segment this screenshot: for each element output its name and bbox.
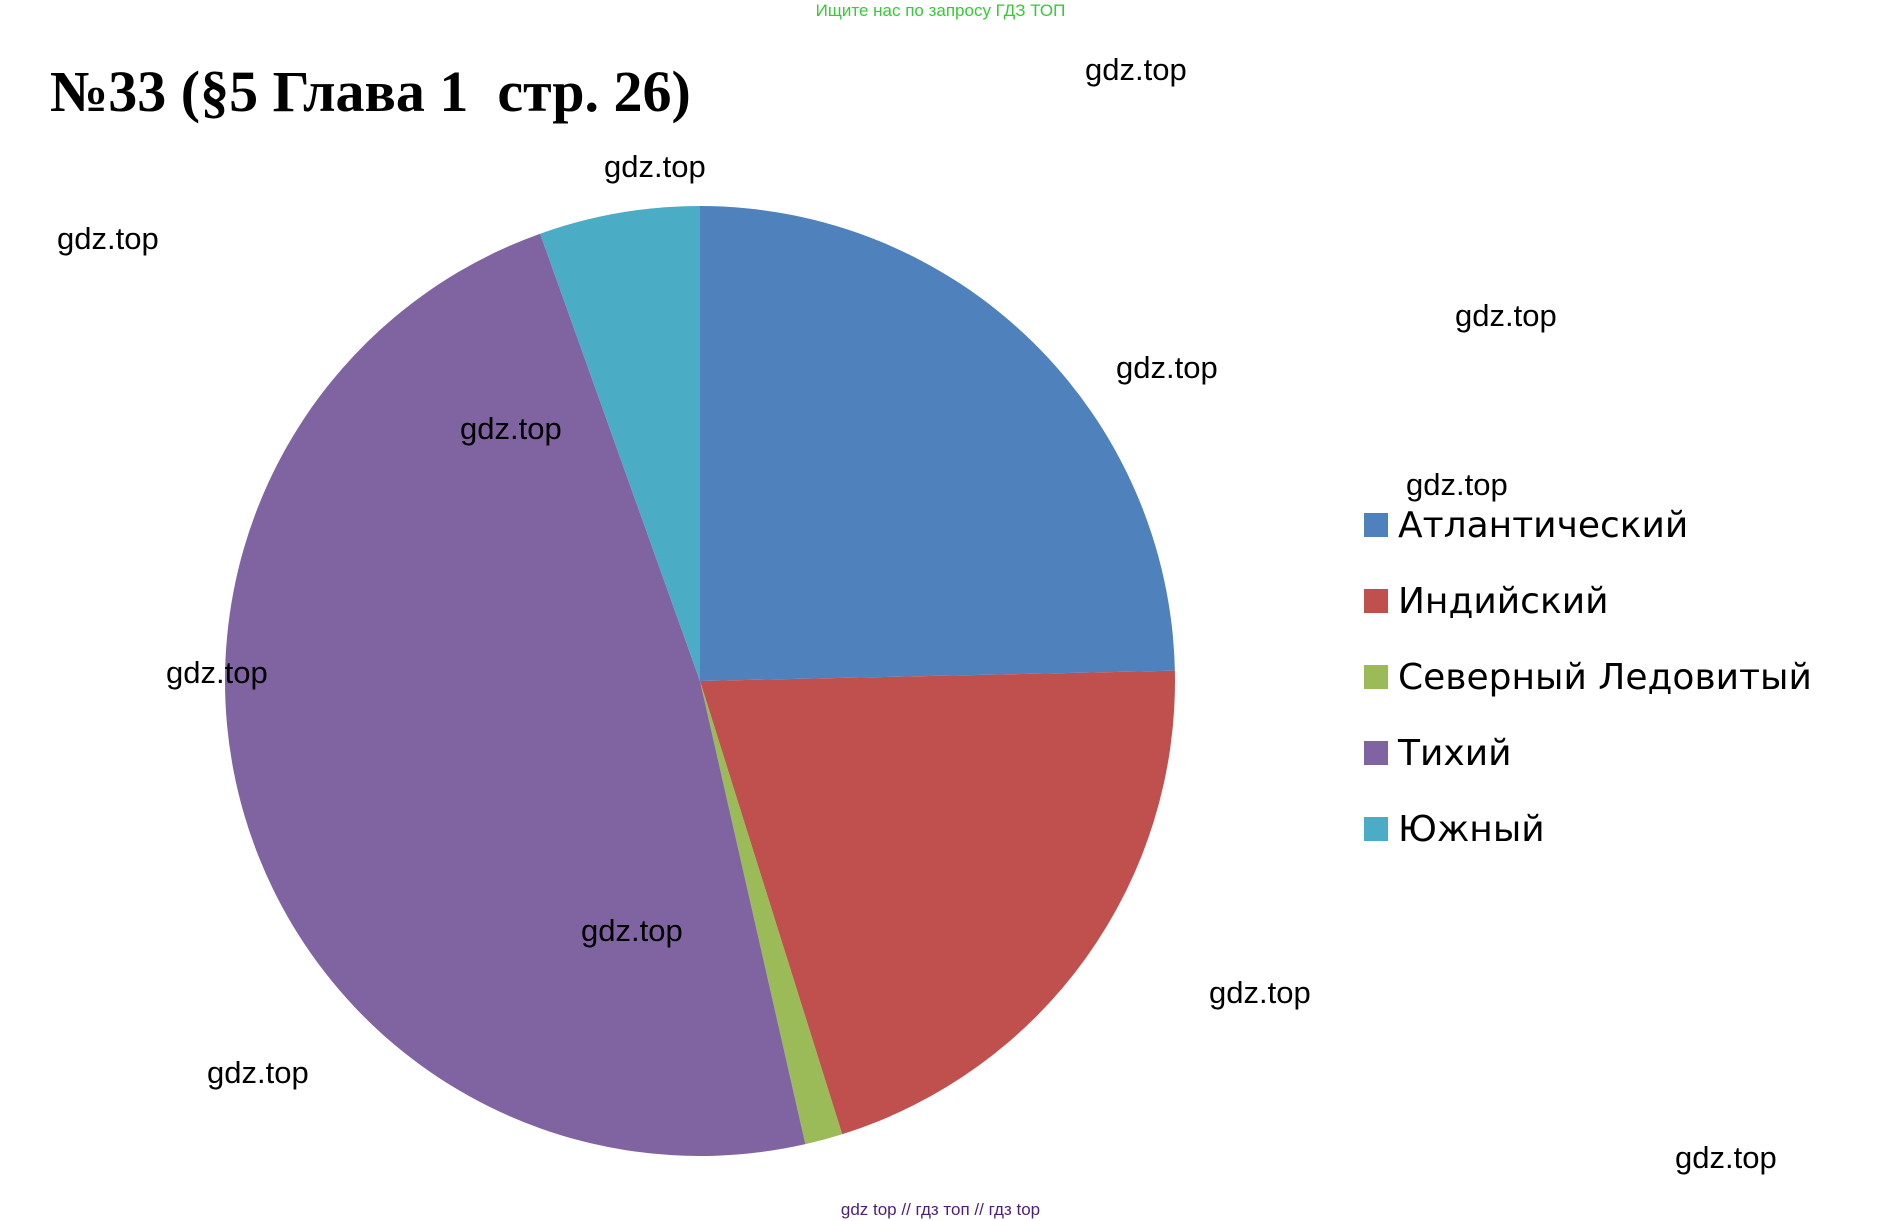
watermark-text: gdz.top [604,149,706,184]
footer-link-gdz-top[interactable]: gdz top [840,1200,897,1219]
watermark-text: gdz.top [1455,298,1557,333]
watermark-text: gdz.top [1209,975,1311,1010]
footer-link-gdz-top-mixed[interactable]: гдз top [988,1200,1041,1219]
watermark-text: gdz.top [207,1055,309,1090]
page-title: №33 (§5 Глава 1 стр. 26) [50,59,691,124]
legend-swatch-atlantic [1364,513,1388,537]
legend-label-southern: Южный [1398,808,1545,850]
legend-item-arctic: Северный Ледовитый [1364,656,1812,698]
watermark-text: gdz.top [1116,350,1218,385]
legend-label-arctic: Северный Ледовитый [1398,656,1812,698]
legend-swatch-indian [1364,589,1388,613]
legend-label-atlantic: Атлантический [1398,504,1689,546]
legend-item-southern: Южный [1364,808,1545,850]
watermark-text: gdz.top [1085,52,1187,87]
legend-label-pacific: Тихий [1398,732,1512,774]
legend-item-pacific: Тихий [1364,732,1512,774]
pie-slice-atlantic [700,206,1175,681]
watermark-text: gdz.top [1675,1140,1777,1175]
footer-link-gdz-top-ru[interactable]: гдз топ [915,1200,970,1219]
footer-separator: // [901,1200,911,1219]
pie-slice-southern [540,206,700,681]
legend-label-indian: Индийский [1398,580,1609,622]
legend-item-atlantic: Атлантический [1364,504,1689,546]
pie-slice-indian [700,670,1175,1135]
footer-separator: // [974,1200,984,1219]
watermark-text: gdz.top [581,913,683,948]
top-banner: Ищите нас по запросу ГДЗ ТОП [815,1,1066,20]
legend-swatch-arctic [1364,665,1388,689]
pie-slice-arctic [700,681,843,1145]
legend-swatch-pacific [1364,741,1388,765]
watermark-text: gdz.top [460,411,562,446]
legend-swatch-southern [1364,817,1388,841]
footer-links: gdz top // гдз топ // гдз top [0,1200,1881,1220]
pie-slice-pacific [225,233,806,1156]
legend-item-indian: Индийский [1364,580,1609,622]
watermark-text: gdz.top [166,655,268,690]
watermark-text: gdz.top [1406,467,1508,502]
watermark-text: gdz.top [57,221,159,256]
